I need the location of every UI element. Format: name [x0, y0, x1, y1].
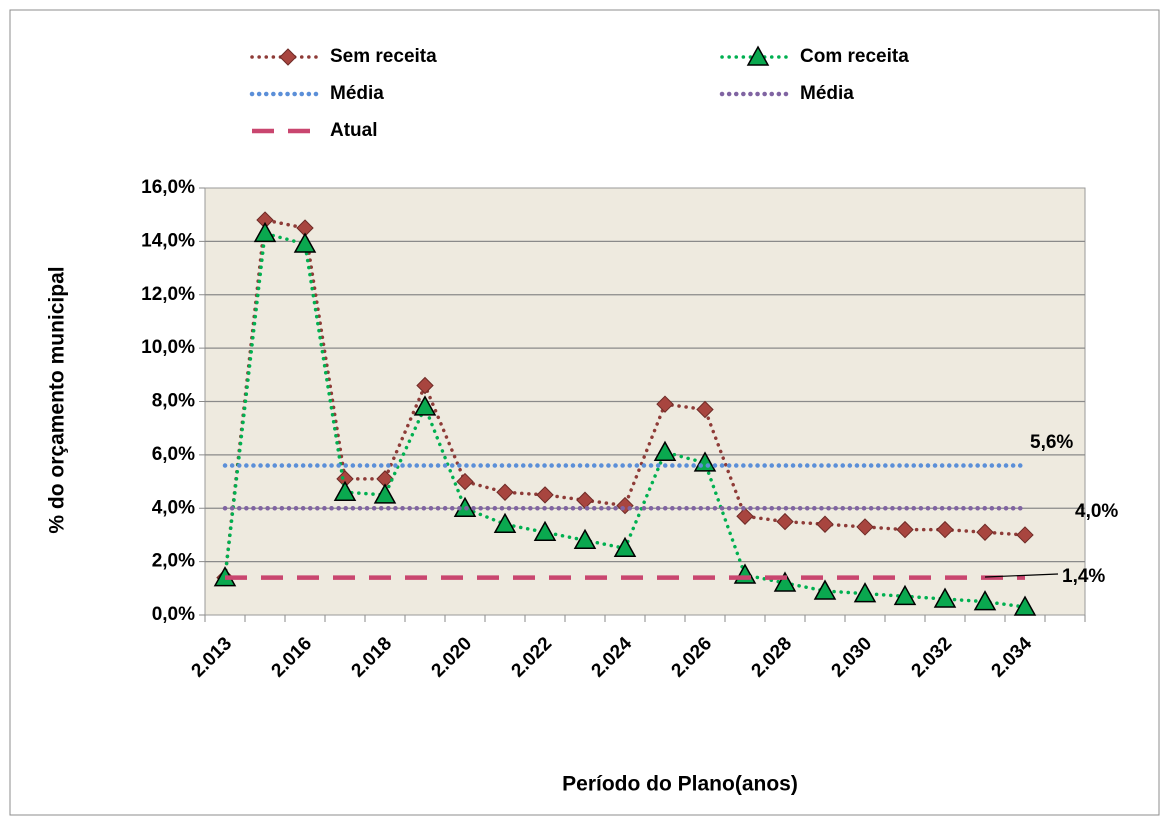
y-tick-label: 12,0% — [141, 284, 195, 305]
x-axis-title: Período do Plano(anos) — [562, 773, 798, 796]
point — [856, 518, 874, 536]
y-axis-title: % do orçamento municipal — [46, 266, 69, 533]
point — [893, 584, 917, 606]
legend-marker — [279, 48, 297, 66]
point — [536, 486, 554, 504]
legend-label: Atual — [330, 120, 378, 141]
point — [413, 395, 437, 416]
point — [613, 536, 637, 558]
point — [816, 515, 834, 533]
series-line — [223, 217, 1027, 580]
y-tick-label: 4,0% — [152, 497, 195, 518]
legend-marker — [746, 45, 770, 66]
legend-label: Média — [800, 83, 854, 104]
point — [293, 232, 317, 253]
y-tick-label: 10,0% — [141, 337, 195, 358]
y-tick-label: 16,0% — [141, 177, 195, 198]
point — [933, 587, 957, 608]
annotation-leader — [984, 573, 1059, 578]
point — [773, 571, 797, 592]
point — [736, 507, 754, 525]
y-tick-label: 6,0% — [152, 444, 195, 465]
point — [1013, 595, 1037, 616]
point — [896, 520, 914, 539]
annotation: 5,6% — [1030, 432, 1073, 453]
legend-label: Sem receita — [330, 46, 437, 67]
point — [653, 440, 677, 461]
point — [976, 523, 994, 541]
point — [656, 395, 674, 413]
point — [416, 376, 434, 395]
y-tick-label: 14,0% — [141, 230, 195, 251]
y-tick-label: 8,0% — [152, 391, 195, 412]
point — [493, 512, 517, 534]
point — [853, 582, 877, 603]
point — [573, 528, 597, 550]
point — [936, 520, 954, 539]
annotation: 4,0% — [1075, 501, 1118, 522]
annotation: 1,4% — [1062, 566, 1105, 587]
point — [1016, 526, 1034, 544]
legend-label: Média — [330, 83, 384, 104]
point — [333, 480, 357, 501]
legend-label: Com receita — [800, 46, 909, 67]
point — [776, 512, 794, 531]
point — [496, 483, 514, 501]
y-tick-label: 0,0% — [152, 604, 195, 625]
point — [373, 483, 397, 504]
point — [813, 579, 837, 600]
point — [696, 400, 714, 419]
point — [253, 221, 277, 243]
point — [456, 472, 474, 491]
point — [533, 520, 557, 542]
point — [973, 590, 997, 611]
y-tick-label: 2,0% — [152, 551, 195, 572]
